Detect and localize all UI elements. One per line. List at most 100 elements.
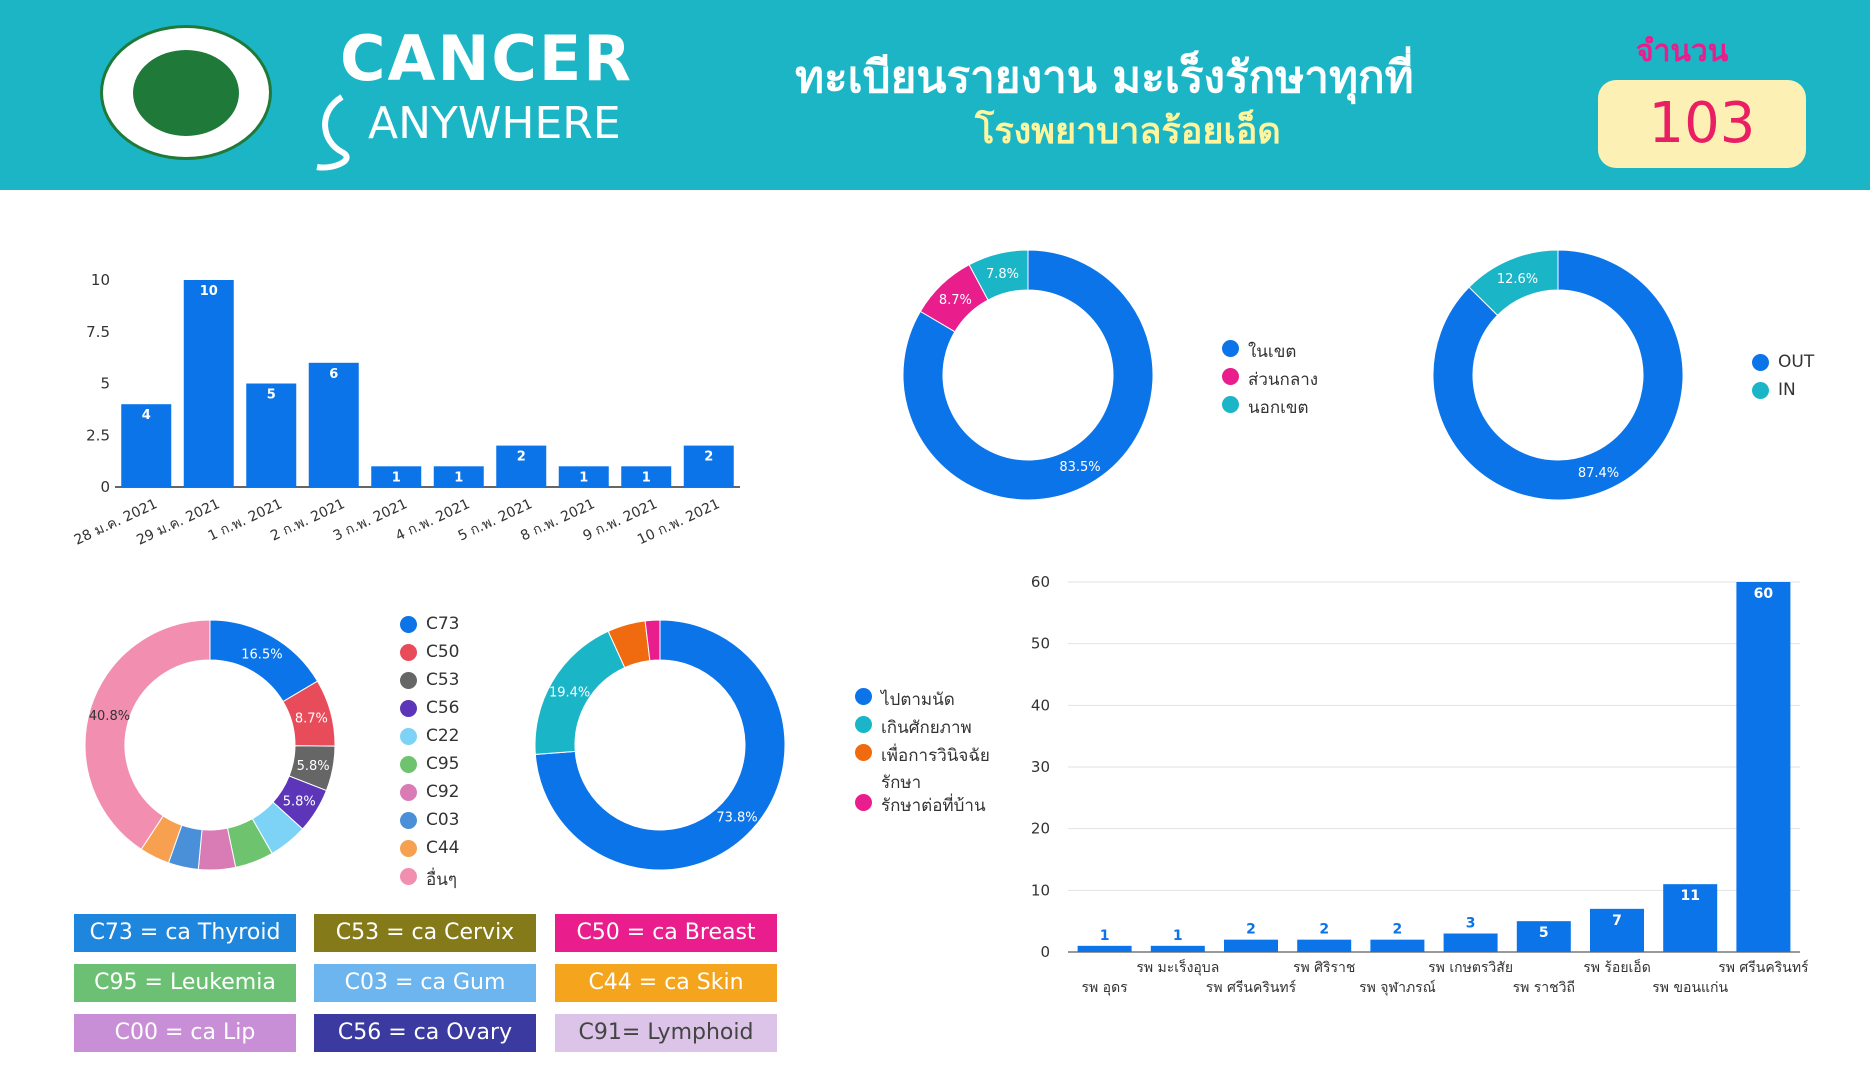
legend-label: C50: [426, 642, 460, 662]
legend-swatch: [855, 716, 872, 733]
slice-data-label: 40.8%: [89, 709, 130, 724]
bar: [308, 362, 359, 487]
slice-data-label: 12.6%: [1497, 272, 1538, 287]
legend-label: C22: [426, 726, 460, 746]
legend-swatch: [1222, 368, 1239, 385]
reason-donut-chart: 73.8% 19.4%: [534, 619, 786, 871]
bar-data-label: 2: [704, 450, 713, 465]
legend-swatch: [400, 616, 417, 633]
bar: [496, 445, 547, 487]
bar: [121, 404, 172, 487]
slice-data-label: 87.4%: [1578, 466, 1619, 481]
legend-swatch: [855, 794, 872, 811]
count-value: 103: [1598, 80, 1806, 168]
slice-data-label: 8.7%: [295, 712, 328, 727]
bar: [433, 466, 484, 487]
code-box: C44 = ca Skin: [555, 964, 777, 1002]
donut-slice: [84, 619, 211, 851]
bar-data-label: 1: [454, 470, 463, 485]
slice-data-label: 19.4%: [549, 686, 590, 701]
code-box: C56 = ca Ovary: [314, 1014, 536, 1052]
bar-data-label: 11: [1680, 888, 1699, 904]
bar-data-label: 1: [1173, 928, 1183, 944]
legend-label: เพื่อการวินิจฉัย รักษา: [881, 746, 990, 793]
bar-data-label: 7: [1612, 913, 1622, 929]
ribbon-icon: [316, 94, 350, 171]
y-tick-label: 20: [1031, 820, 1050, 838]
y-tick-label: 0: [100, 478, 110, 496]
count-label: จำนวน: [1636, 34, 1729, 69]
legend-swatch: [400, 812, 417, 829]
x-tick-label: รพ จุฬาภรณ์: [1359, 979, 1436, 996]
legend-label: C73: [426, 614, 460, 634]
legend-swatch: [400, 756, 417, 773]
slice-data-label: 5.8%: [283, 794, 316, 809]
y-tick-label: 7.5: [86, 323, 110, 341]
donut-slice: [1432, 249, 1684, 501]
slice-data-label: 8.7%: [939, 293, 972, 308]
slice-data-label: 16.5%: [241, 648, 282, 663]
bar-data-label: 4: [142, 408, 151, 423]
y-tick-label: 5: [100, 375, 110, 393]
donut-slice: [644, 619, 661, 662]
bar: [1590, 908, 1644, 952]
bar-data-label: 5: [1539, 925, 1549, 941]
donut-slice: [534, 619, 786, 871]
code-box: C00 = ca Lip: [74, 1014, 296, 1052]
bar: [1516, 921, 1571, 952]
bar: [183, 280, 234, 487]
bar-data-label: 60: [1754, 586, 1774, 602]
page-subtitle: โรงพยาบาลร้อยเอ็ด: [975, 111, 1281, 152]
bar: [1370, 939, 1425, 952]
bar-data-label: 2: [1319, 922, 1329, 938]
bar-data-label: 1: [1100, 928, 1110, 944]
bar: [1224, 939, 1278, 952]
slice-data-label: 5.8%: [297, 759, 330, 774]
hospital-bar-chart: 0 10 20 30 40 50 60 1 รพ อุดร 1 รพ มะเร็งอุบล 2 รพ ศ…: [1031, 573, 1809, 996]
x-tick-label: รพ ศิริราช: [1293, 960, 1356, 976]
legend-swatch: [1222, 396, 1239, 413]
x-tick-label: รพ ราชวิถี: [1513, 980, 1575, 996]
legend-label: เกินศักยภาพ: [881, 718, 972, 738]
code-box: C50 = ca Breast: [555, 914, 777, 952]
legend-label: C03: [426, 810, 460, 830]
bar-data-label: 2: [1393, 922, 1403, 938]
bar-data-label: 10: [200, 284, 218, 299]
x-tick-label: รพ มะเร็งอุบล: [1136, 958, 1219, 976]
legend-swatch: [400, 644, 417, 661]
slice-data-label: 83.5%: [1059, 460, 1100, 475]
donut-slice: [1468, 249, 1559, 316]
legend-swatch: [400, 868, 417, 885]
legend-label: C53: [426, 670, 460, 690]
bar-data-label: 1: [579, 470, 588, 485]
y-tick-label: 10: [91, 271, 110, 289]
legend-label: ในเขต: [1248, 342, 1297, 362]
ministry-logo: [100, 25, 272, 160]
legend-label: IN: [1778, 380, 1796, 400]
bar: [1443, 933, 1498, 952]
legend-label: ไปตามนัด: [881, 690, 955, 710]
brand-anywhere: ANYWHERE: [368, 98, 621, 149]
inout-donut-chart: 87.4% 12.6%: [1432, 249, 1684, 501]
donut-slice: [968, 249, 1029, 301]
caduceus-icon: [133, 50, 239, 136]
legend-label: C56: [426, 698, 460, 718]
bar: [621, 466, 672, 487]
legend-label: นอกเขต: [1248, 398, 1309, 418]
legend-swatch: [1222, 340, 1239, 357]
legend-swatch: [400, 700, 417, 717]
cancer-type-donut-chart: 16.5% 8.7% 5.8% 5.8% 40.8%: [84, 619, 336, 871]
bar: [246, 383, 297, 487]
zone-legend: ในเขต ส่วนกลาง นอกเขต: [1222, 338, 1318, 422]
legend-swatch: [855, 744, 872, 761]
legend-swatch: [400, 672, 417, 689]
legend-swatch: [400, 784, 417, 801]
y-tick-label: 30: [1031, 758, 1050, 776]
legend-label: ส่วนกลาง: [1248, 370, 1319, 390]
x-tick-label: รพ เกษตรวิสัย: [1428, 960, 1513, 976]
y-tick-label: 0: [1040, 943, 1050, 961]
slice-data-label: 7.8%: [986, 267, 1019, 282]
legend-swatch: [1752, 354, 1769, 371]
legend-swatch: [1752, 382, 1769, 399]
